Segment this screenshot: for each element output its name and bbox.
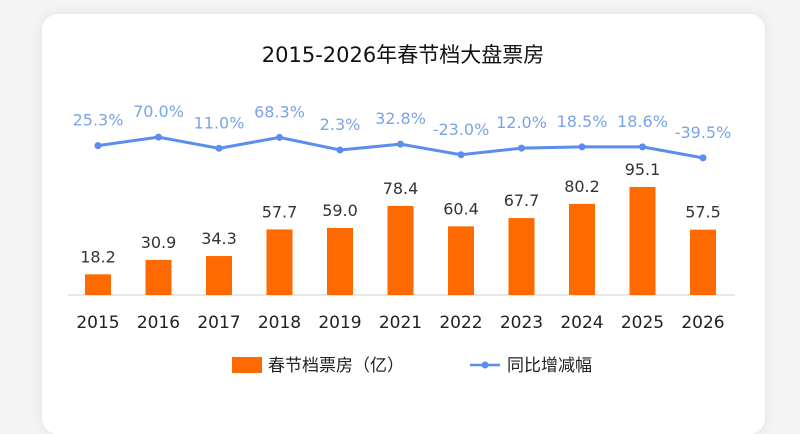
legend: 春节档票房（亿） 同比增减幅 — [232, 356, 592, 376]
line-value-label: 2.3% — [320, 115, 361, 134]
bar-value-label: 18.2 — [80, 247, 116, 266]
legend-line-label: 同比增减幅 — [507, 356, 592, 376]
bar — [690, 229, 716, 295]
line-point — [518, 144, 525, 152]
x-tick-label: 2021 — [379, 313, 422, 333]
line-point — [397, 140, 404, 148]
bar — [629, 186, 656, 295]
bar-value-label: 78.4 — [383, 179, 419, 198]
legend-bar-swatch — [232, 357, 262, 373]
line-value-label: 18.5% — [557, 112, 608, 131]
line-value-label: 68.3% — [254, 102, 305, 121]
bar — [206, 256, 232, 295]
x-tick-label: 2023 — [500, 313, 543, 333]
line-value-label: 25.3% — [73, 111, 124, 130]
line-point — [215, 144, 223, 152]
line-point — [699, 154, 707, 162]
line-point — [578, 143, 586, 151]
bar-value-label: 34.3 — [201, 229, 237, 248]
bar-value-label: 60.4 — [443, 199, 479, 218]
line-point — [639, 143, 646, 151]
line-point — [457, 151, 465, 159]
bar-value-label: 57.7 — [262, 202, 298, 221]
bar-value-label: 80.2 — [564, 177, 600, 196]
x-tick-label: 2017 — [197, 313, 240, 333]
x-tick-label: 2019 — [318, 313, 361, 333]
bar-value-label: 95.1 — [625, 160, 661, 179]
bar — [569, 203, 595, 295]
line-value-label: 32.8% — [375, 109, 426, 128]
x-tick-label: 2026 — [681, 313, 724, 333]
line-value-label: 18.6% — [617, 112, 668, 131]
bar — [266, 229, 293, 295]
line-value-label: 12.0% — [496, 113, 547, 132]
legend-bar-label: 春节档票房（亿） — [268, 356, 404, 376]
chart: 2015-2026年春节档大盘票房 18.2 2015 30.9 2016 34.3 20… — [68, 43, 735, 376]
line-point — [336, 146, 344, 154]
bar — [327, 227, 353, 295]
chart-title: 2015-2026年春节档大盘票房 — [262, 43, 544, 67]
line-value-label: -23.0% — [433, 120, 490, 139]
bar — [448, 226, 474, 295]
x-tick-label: 2018 — [258, 313, 301, 333]
bar-value-label: 59.0 — [322, 201, 358, 220]
bar-value-label: 57.5 — [685, 203, 721, 222]
x-tick-label: 2024 — [560, 313, 603, 333]
bar — [145, 259, 172, 295]
line-value-label: 70.0% — [133, 102, 184, 121]
line-point — [155, 133, 162, 141]
line-point — [94, 142, 102, 150]
x-tick-label: 2016 — [137, 313, 180, 333]
line-point — [276, 133, 283, 141]
x-tick-label: 2015 — [76, 313, 119, 333]
bar-value-label: 67.7 — [504, 191, 540, 210]
x-tick-label: 2022 — [439, 313, 482, 333]
bar — [387, 205, 414, 295]
bar — [85, 274, 111, 295]
x-tick-label: 2025 — [621, 313, 664, 333]
legend-line-marker — [481, 361, 489, 369]
bar-value-label: 30.9 — [141, 233, 177, 252]
line-value-label: 11.0% — [194, 113, 245, 132]
line-value-label: -39.5% — [675, 123, 732, 142]
bar — [508, 218, 535, 295]
